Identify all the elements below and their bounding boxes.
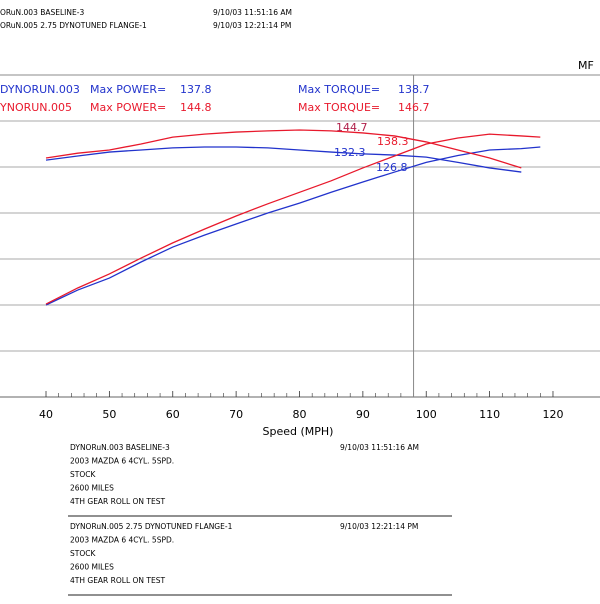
legend-name: DYNORUN.003 (0, 83, 80, 96)
header-date: 9/10/03 11:51:16 AM (213, 8, 292, 17)
x-tick-label: 40 (39, 408, 53, 421)
x-tick-label: 120 (542, 408, 563, 421)
torque-label: Max TORQUE= (298, 101, 380, 114)
x-tick-label: 80 (292, 408, 306, 421)
header-run: ORuN.005 2.75 DYNOTUNED FLANGE-1 (0, 21, 147, 30)
note-line: 2600 MILES (70, 563, 114, 572)
power-label: Max POWER= (90, 83, 166, 96)
x-axis-label: Speed (MPH) (263, 425, 334, 438)
power-value: 137.8 (180, 83, 212, 96)
curve-annotation: 126.8 (376, 161, 408, 174)
note-date: 9/10/03 12:21:14 PM (340, 522, 418, 531)
note-line: 2003 MAZDA 6 4CYL. 5SPD. (70, 536, 174, 545)
power-line (45, 133, 541, 305)
header-date: 9/10/03 12:21:14 PM (213, 21, 291, 30)
torque-line (45, 129, 522, 169)
note-run: DYNORuN.005 2.75 DYNOTUNED FLANGE-1 (70, 522, 233, 531)
note-line: STOCK (70, 470, 96, 479)
note-line: STOCK (70, 549, 96, 558)
x-tick-label: 70 (229, 408, 243, 421)
curve-annotation: 138.3 (377, 135, 409, 148)
torque-value: 138.7 (398, 83, 430, 96)
x-tick-label: 60 (166, 408, 180, 421)
corner-label: MF (578, 59, 594, 72)
torque-line (45, 146, 522, 173)
note-date: 9/10/03 11:51:16 AM (340, 443, 419, 452)
torque-label: Max TORQUE= (298, 83, 380, 96)
x-tick-label: 100 (416, 408, 437, 421)
legend-name: YNORUN.005 (0, 101, 72, 114)
note-run: DYNORuN.003 BASELINE-3 (70, 443, 170, 452)
note-line: 4TH GEAR ROLL ON TEST (70, 576, 165, 585)
curve-annotation: 144.7 (336, 121, 368, 134)
note-line: 2600 MILES (70, 484, 114, 493)
power-value: 144.8 (180, 101, 212, 114)
note-line: 4TH GEAR ROLL ON TEST (70, 497, 165, 506)
x-tick-label: 110 (479, 408, 500, 421)
torque-value: 146.7 (398, 101, 430, 114)
note-line: 2003 MAZDA 6 4CYL. 5SPD. (70, 457, 174, 466)
power-line (45, 146, 541, 306)
x-tick-label: 50 (102, 408, 116, 421)
x-tick-label: 90 (356, 408, 370, 421)
header-run: ORuN.003 BASELINE-3 (0, 8, 84, 17)
curve-annotation: 132.3 (334, 146, 366, 159)
power-label: Max POWER= (90, 101, 166, 114)
